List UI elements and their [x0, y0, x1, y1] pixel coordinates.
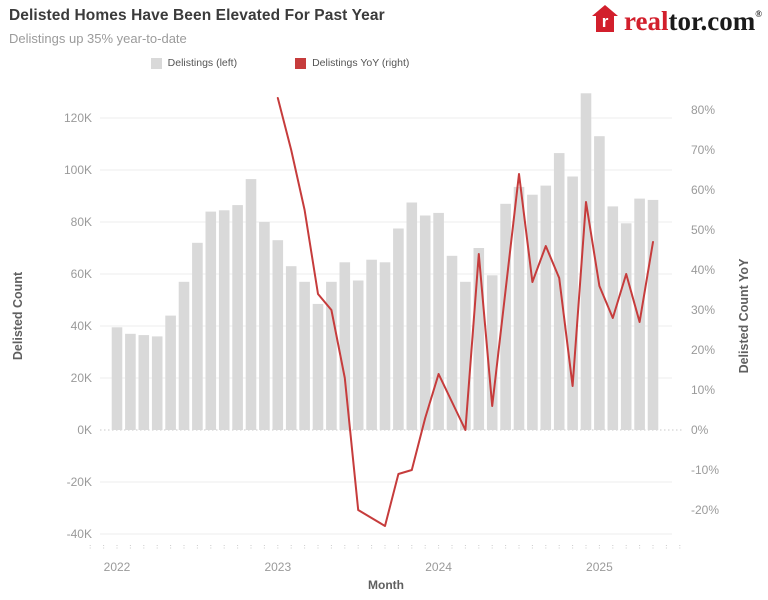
- line-legend-swatch: [295, 57, 307, 69]
- chart-header: Delisted Homes Have Been Elevated For Pa…: [0, 0, 768, 80]
- delistings-bar[interactable]: [486, 275, 498, 430]
- delistings-bar[interactable]: [500, 203, 511, 430]
- delistings-bar[interactable]: [419, 215, 431, 431]
- delistings-bar[interactable]: [285, 266, 297, 430]
- left-axis-tick-label: 20K: [71, 371, 92, 385]
- x-axis-year-label: 2023: [264, 560, 291, 574]
- delistings-bar[interactable]: [446, 255, 458, 430]
- left-axis-tick-label: 100K: [64, 163, 92, 177]
- left-axis-tick-label: 120K: [64, 111, 92, 125]
- right-axis-tick-label: 80%: [691, 103, 715, 117]
- delistings-bar[interactable]: [326, 281, 337, 430]
- left-axis-tick-label: 80K: [71, 215, 92, 229]
- left-axis-tick-label: 40K: [71, 319, 92, 333]
- delistings-bar[interactable]: [567, 176, 578, 431]
- x-axis-year-label: 2024: [425, 560, 452, 574]
- delistings-bar[interactable]: [647, 199, 659, 430]
- delistings-bar[interactable]: [232, 205, 243, 430]
- delistings-bar[interactable]: [151, 336, 163, 430]
- delistings-bar[interactable]: [366, 259, 377, 430]
- delistings-bar[interactable]: [272, 240, 284, 430]
- delistings-bar[interactable]: [299, 281, 310, 430]
- delistings-bar[interactable]: [245, 179, 257, 430]
- legend-item-label: Delistings (left): [167, 57, 238, 69]
- right-axis-tick-label: 60%: [691, 183, 715, 197]
- right-axis-tick-label: -10%: [691, 463, 719, 477]
- realtor-house-icon: r: [590, 4, 620, 39]
- chart-legend: Delistings (left) Delistings YoY (right): [0, 57, 560, 69]
- right-axis-tick-label: 20%: [691, 343, 715, 357]
- delistings-bar[interactable]: [393, 228, 404, 431]
- chart-title: Delisted Homes Have Been Elevated For Pa…: [9, 7, 385, 24]
- delistings-bar[interactable]: [527, 194, 538, 430]
- delistings-bar[interactable]: [580, 93, 592, 431]
- delistings-bar[interactable]: [111, 327, 123, 430]
- x-axis-title: Month: [368, 578, 404, 592]
- delistings-bar[interactable]: [620, 223, 632, 430]
- delistings-yoy-line[interactable]: [276, 97, 654, 527]
- delistings-bar[interactable]: [218, 210, 230, 430]
- right-axis-title: Delisted Count YoY: [737, 258, 751, 373]
- bar-legend-swatch: [150, 57, 162, 69]
- delistings-bar[interactable]: [460, 281, 471, 430]
- delistings-bar[interactable]: [138, 335, 150, 430]
- x-axis-year-label: 2022: [104, 560, 131, 574]
- left-axis-title: Delisted Count: [11, 271, 25, 360]
- delistings-bar[interactable]: [406, 202, 418, 431]
- left-axis-tick-label: -20K: [67, 475, 92, 489]
- x-axis-year-label: 2025: [586, 560, 613, 574]
- svg-text:r: r: [602, 12, 609, 31]
- delistings-bar[interactable]: [339, 262, 351, 430]
- delistings-bar[interactable]: [352, 280, 364, 431]
- delistings-bar[interactable]: [165, 315, 176, 430]
- delistings-bar[interactable]: [205, 211, 217, 430]
- realtor-logo-text: realtor.com®: [624, 6, 762, 36]
- left-axis-tick-label: 60K: [71, 267, 92, 281]
- delistings-bar[interactable]: [473, 248, 485, 430]
- chart-subtitle: Delistings up 35% year-to-date: [9, 31, 187, 46]
- right-axis-tick-label: 10%: [691, 383, 715, 397]
- delistings-bar[interactable]: [379, 262, 391, 430]
- left-axis-tick-label: -40K: [67, 527, 92, 541]
- delistings-bar[interactable]: [312, 303, 324, 430]
- right-axis-tick-label: 50%: [691, 223, 715, 237]
- right-axis-tick-label: 70%: [691, 143, 715, 157]
- delistings-bar[interactable]: [192, 242, 203, 430]
- right-axis-tick-label: -20%: [691, 503, 719, 517]
- legend-item-label: Delistings YoY (right): [312, 57, 410, 69]
- delistings-bar[interactable]: [125, 333, 136, 430]
- legend-item[interactable]: Delistings YoY (right): [295, 57, 409, 69]
- delistings-combo-chart: 120K 100K 80K 60K 40K 20K 0K -20K -40K 80% 70% 60% 5…: [11, 93, 751, 592]
- right-axis-tick-label: 40%: [691, 263, 715, 277]
- right-axis-tick-label: 0%: [691, 423, 709, 437]
- delistings-bar[interactable]: [178, 281, 190, 430]
- delistings-bar[interactable]: [634, 198, 645, 430]
- delistings-bar[interactable]: [433, 212, 444, 430]
- realtor-logo: r realtor.com®: [590, 4, 762, 39]
- delistings-bar[interactable]: [553, 153, 565, 430]
- delistings-bar[interactable]: [540, 185, 552, 430]
- legend-item[interactable]: Delistings (left): [150, 57, 238, 69]
- delistings-bar[interactable]: [513, 186, 525, 430]
- left-axis-tick-label: 0K: [77, 423, 92, 437]
- right-axis-tick-label: 30%: [691, 303, 715, 317]
- delistings-bar[interactable]: [259, 222, 270, 430]
